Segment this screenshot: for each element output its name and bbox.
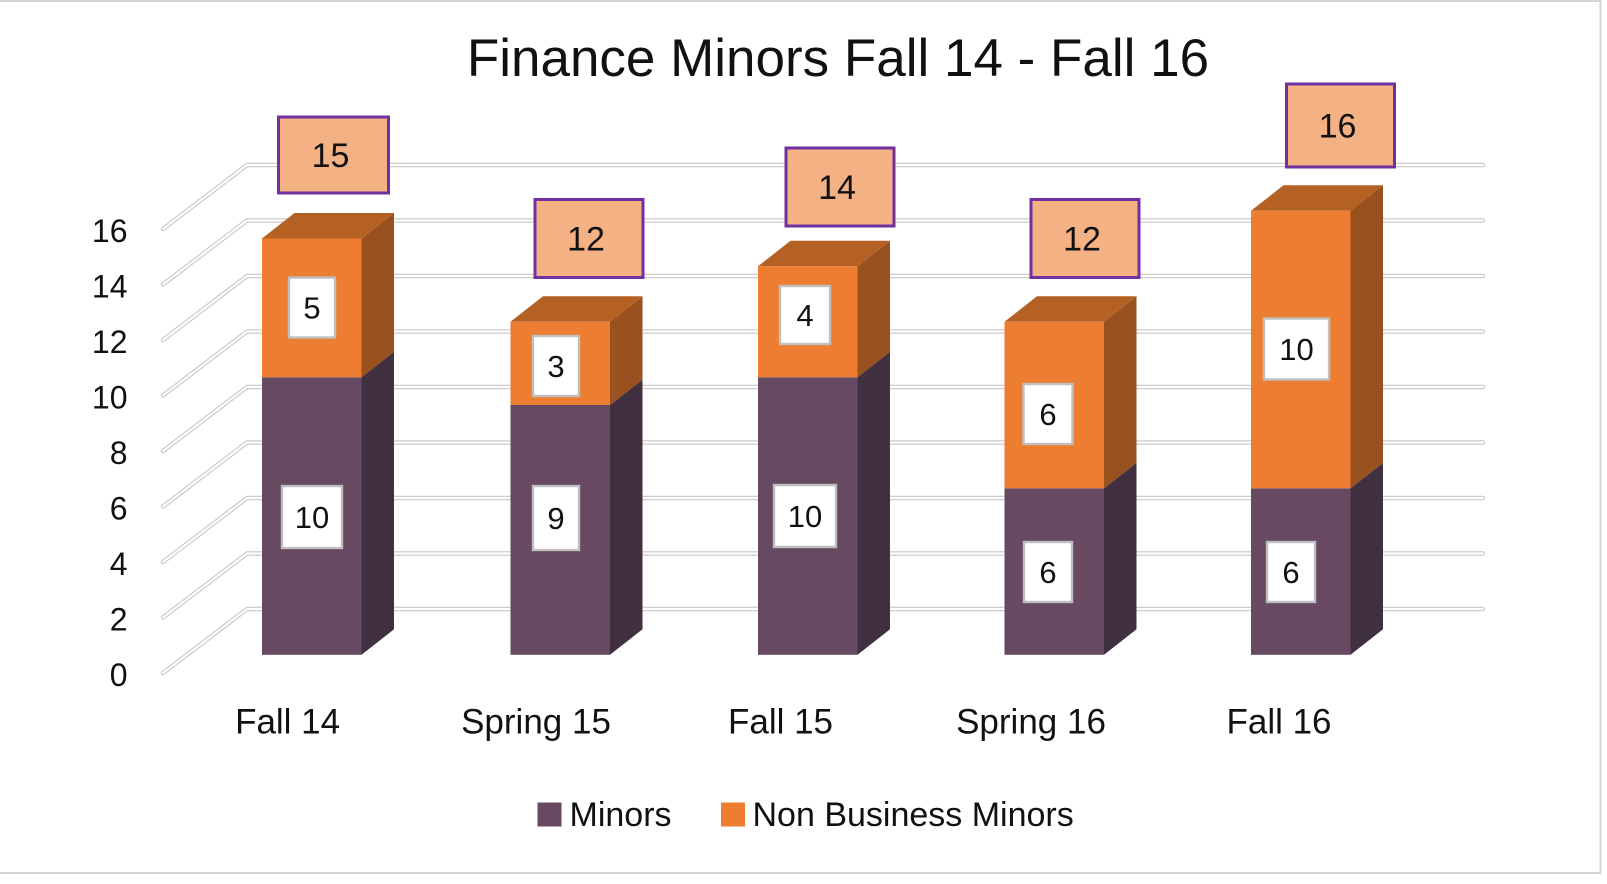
svg-text:10: 10 xyxy=(788,499,822,534)
svg-text:Non Business Minors: Non Business Minors xyxy=(753,796,1074,834)
svg-text:2: 2 xyxy=(110,602,128,638)
svg-text:3: 3 xyxy=(547,349,564,384)
svg-text:14: 14 xyxy=(92,269,128,305)
svg-text:6: 6 xyxy=(110,491,128,527)
svg-text:10: 10 xyxy=(1279,332,1313,367)
svg-text:12: 12 xyxy=(1063,221,1101,259)
svg-text:12: 12 xyxy=(92,324,128,360)
svg-text:6: 6 xyxy=(1039,555,1056,590)
svg-text:10: 10 xyxy=(295,500,329,535)
svg-text:16: 16 xyxy=(92,213,128,249)
svg-text:Finance Minors Fall 14 - Fall: Finance Minors Fall 14 - Fall 16 xyxy=(467,29,1209,88)
svg-text:0: 0 xyxy=(110,657,128,693)
svg-text:Fall 16: Fall 16 xyxy=(1226,703,1331,742)
svg-text:6: 6 xyxy=(1039,397,1056,432)
svg-text:14: 14 xyxy=(818,169,856,207)
svg-text:Minors: Minors xyxy=(570,796,672,834)
svg-text:Fall 14: Fall 14 xyxy=(235,703,340,742)
svg-text:5: 5 xyxy=(303,291,320,326)
svg-text:Spring 16: Spring 16 xyxy=(956,703,1106,742)
svg-text:15: 15 xyxy=(312,137,350,175)
svg-text:12: 12 xyxy=(567,221,605,259)
svg-text:10: 10 xyxy=(92,380,128,416)
svg-text:4: 4 xyxy=(110,546,128,582)
svg-text:6: 6 xyxy=(1282,555,1299,590)
svg-text:8: 8 xyxy=(110,435,128,471)
svg-text:16: 16 xyxy=(1319,108,1357,146)
svg-text:Spring 15: Spring 15 xyxy=(461,703,611,742)
svg-text:9: 9 xyxy=(547,501,564,536)
svg-text:Fall 15: Fall 15 xyxy=(728,703,833,742)
svg-text:4: 4 xyxy=(796,298,813,333)
